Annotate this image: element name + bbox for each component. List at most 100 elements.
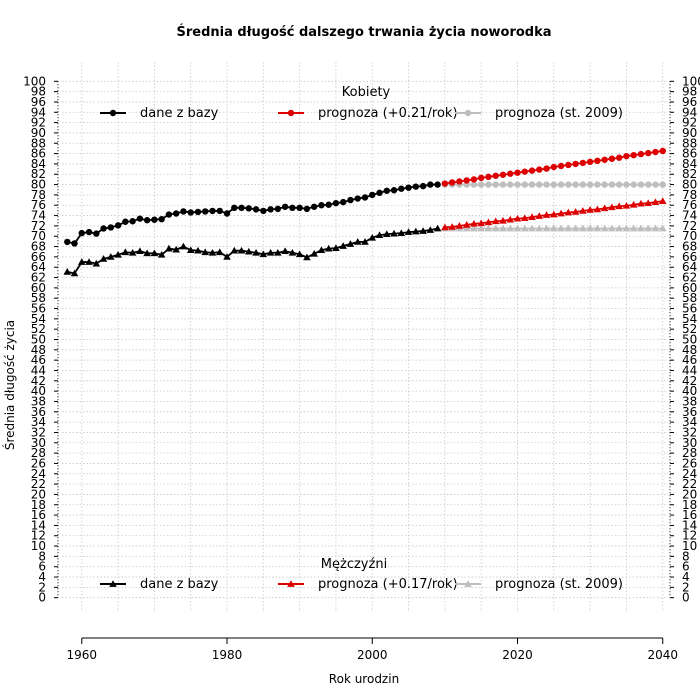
data-point (143, 217, 151, 224)
legend-marker (464, 109, 472, 117)
data-point (637, 181, 645, 188)
data-point (543, 165, 550, 172)
y-tick-label-right: 62 (682, 271, 697, 285)
data-point (615, 154, 623, 161)
y-tick-label-left: 84 (31, 157, 46, 171)
data-point (528, 213, 536, 220)
data-point (172, 245, 180, 253)
data-point (375, 231, 384, 239)
data-point (645, 149, 652, 157)
data-point (215, 248, 224, 256)
data-point (651, 224, 660, 232)
data-point (499, 181, 507, 188)
data-point (317, 246, 326, 254)
data-point (477, 224, 485, 232)
data-point (659, 181, 666, 188)
y-tick-label-right: 36 (682, 405, 697, 419)
y-tick-label-left: 64 (31, 260, 46, 274)
data-point (629, 200, 638, 208)
data-point (267, 206, 274, 213)
data-point (85, 228, 93, 236)
y-tick-label-left: 8 (38, 549, 46, 563)
y-tick-label-left: 78 (31, 188, 46, 202)
data-point (404, 228, 413, 235)
y-tick-label-right: 78 (682, 188, 697, 202)
data-point (376, 189, 383, 197)
data-point (165, 211, 173, 218)
data-point (332, 244, 340, 251)
grid-lines (62, 62, 668, 612)
data-point (78, 229, 85, 237)
data-point (499, 216, 507, 224)
data-point (456, 178, 463, 185)
data-point (601, 181, 608, 188)
data-point (514, 169, 521, 176)
data-point (484, 218, 493, 226)
series-kobiety-0 (64, 181, 441, 247)
y-tick-label-right: 32 (682, 425, 697, 439)
y-tick-label-left: 96 (31, 95, 46, 109)
y-tick-label-left: 22 (31, 477, 46, 491)
legends: Kobiety dane z bazy prognoza (+0.21/rok) pr… (100, 85, 623, 592)
y-tick-label-left: 88 (31, 136, 46, 150)
data-point (223, 210, 231, 217)
data-point (658, 224, 667, 232)
y-tick-label-left: 90 (31, 126, 46, 140)
data-point (550, 181, 558, 188)
legend-entry-label: dane z bazy (140, 577, 219, 592)
data-point (491, 224, 500, 232)
data-point (608, 203, 616, 211)
y-tick-label-left: 28 (31, 446, 46, 460)
data-point (202, 208, 209, 215)
data-point (535, 212, 544, 219)
data-point (433, 224, 442, 232)
y-tick-label-right: 46 (682, 353, 697, 367)
data-point (382, 230, 391, 238)
data-point (521, 168, 528, 175)
data-point (100, 225, 107, 232)
data-point (296, 204, 303, 212)
data-point (600, 224, 609, 232)
data-point (434, 181, 441, 188)
data-point (571, 224, 580, 232)
y-tick-label-right: 72 (682, 219, 697, 233)
series-mezczyzni-5 (441, 197, 667, 231)
data-point (550, 210, 558, 218)
data-point (594, 181, 601, 188)
data-point (274, 248, 282, 256)
data-point (347, 196, 354, 204)
data-point (477, 174, 485, 182)
y-axis-label: Średnia długość życia (2, 320, 17, 450)
y-tick-label-left: 70 (31, 229, 46, 243)
y-tick-label-left: 82 (31, 167, 46, 181)
x-tick-label: 1980 (212, 648, 243, 662)
legend-title: Kobiety (342, 85, 391, 100)
data-point (390, 187, 398, 194)
data-point (608, 181, 616, 188)
y-tick-label-right: 26 (682, 456, 697, 470)
data-point (637, 224, 645, 232)
data-point (70, 269, 79, 277)
x-tick-label: 2020 (502, 648, 533, 662)
x-tick-label: 2040 (647, 648, 678, 662)
y-tick-label-right: 30 (682, 436, 697, 450)
data-point (630, 151, 637, 159)
data-point (564, 224, 573, 232)
y-tick-label-left: 2 (38, 580, 46, 594)
data-point (361, 194, 369, 201)
series-layer (63, 147, 667, 277)
data-point (586, 181, 594, 188)
y-tick-label-right: 66 (682, 250, 697, 264)
y-tick-label-right: 34 (682, 415, 697, 429)
data-point (179, 242, 188, 250)
y-tick-label-right: 16 (682, 508, 697, 522)
data-point (303, 253, 311, 261)
y-tick-label-right: 18 (682, 498, 697, 512)
y-tick-label-left: 4 (38, 570, 46, 584)
data-point (462, 221, 471, 228)
y-tick-label-right: 52 (682, 322, 697, 336)
data-point (427, 181, 434, 188)
data-point (121, 248, 130, 256)
